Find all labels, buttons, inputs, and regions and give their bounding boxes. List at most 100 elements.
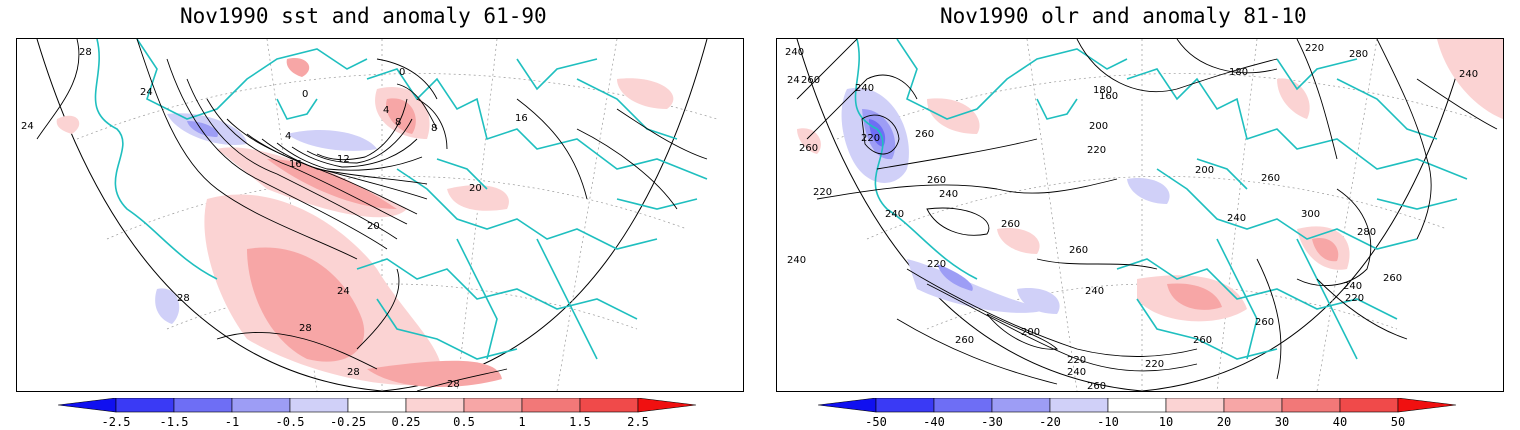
right-map-panel: 240 24 260 240 220 180 160 180 220 280 2… xyxy=(776,38,1504,392)
projection-boundary xyxy=(36,39,708,391)
left-map-panel: 28 24 24 0 0 4 8 4 8 16 12 20 20 24 28 2… xyxy=(16,38,744,392)
contour-label: 8 xyxy=(395,117,401,128)
contour-label: 16 xyxy=(289,159,302,170)
colorbar-box xyxy=(115,398,175,413)
colorbar-box xyxy=(1281,398,1341,413)
colorbar-label: -20 xyxy=(1039,415,1061,429)
contour-label: 180 xyxy=(1229,67,1248,78)
left-colorbar: -2.5 -1.5 -1 -0.5 -0.25 0.25 0.5 1 1.5 2… xyxy=(58,398,697,429)
colorbar-label: -30 xyxy=(981,415,1003,429)
right-contour-labels: 240 24 260 240 220 180 160 180 220 280 2… xyxy=(785,43,1478,391)
contour-label: 260 xyxy=(1383,273,1402,284)
contour-label: 260 xyxy=(1001,219,1020,230)
colorbar-box xyxy=(875,398,935,413)
colorbar-label: -50 xyxy=(865,415,887,429)
contour-label: 240 xyxy=(1067,367,1086,378)
contour-label: 260 xyxy=(801,75,820,86)
contour-label: 260 xyxy=(955,335,974,346)
contour-label: 240 xyxy=(939,189,958,200)
contour-label: 200 xyxy=(1021,327,1040,338)
colorbar-box xyxy=(579,398,639,413)
colorbar-label: 40 xyxy=(1333,415,1347,429)
coastlines xyxy=(94,39,708,360)
contour-label: 260 xyxy=(915,129,934,140)
contour-label: 16 xyxy=(515,113,528,124)
contour-label: 220 xyxy=(1145,359,1164,370)
contour-label: 240 xyxy=(787,255,806,266)
contour-label: 240 xyxy=(1343,281,1362,292)
left-colorbar-boxes xyxy=(58,398,697,413)
contours xyxy=(36,39,708,391)
colorbar-label: -2.5 xyxy=(102,415,131,429)
contour-label: 220 xyxy=(1087,145,1106,156)
contour-label: 12 xyxy=(337,154,350,165)
contour-label: 0 xyxy=(302,89,308,100)
contour-label: 240 xyxy=(785,47,804,58)
contour-label: 260 xyxy=(927,175,946,186)
colorbar-box xyxy=(1165,398,1225,413)
left-map-svg: 28 24 24 0 0 4 8 4 8 16 12 20 20 24 28 2… xyxy=(21,39,718,391)
contour-label: 280 xyxy=(1349,49,1368,60)
colorbar-label: 2.5 xyxy=(627,415,649,429)
contour-label: 28 xyxy=(177,293,190,304)
colorbar-label: 1 xyxy=(518,415,525,429)
contour-label: 220 xyxy=(813,187,832,198)
colorbar-label: 20 xyxy=(1217,415,1231,429)
colorbar-box xyxy=(1339,398,1399,413)
colorbar-label: 0.25 xyxy=(392,415,421,429)
contour-label: 28 xyxy=(299,323,312,334)
colorbar-arrow-high xyxy=(637,398,697,413)
colorbar-label: -0.5 xyxy=(276,415,305,429)
contour-label: 240 xyxy=(1227,213,1246,224)
contour-label: 20 xyxy=(469,183,482,194)
colorbar-box xyxy=(173,398,233,413)
contours xyxy=(796,39,1498,385)
colorbar-label: -1.5 xyxy=(160,415,189,429)
colorbar-label: 10 xyxy=(1159,415,1173,429)
colorbar-label: 0.5 xyxy=(453,415,475,429)
contour-label: 220 xyxy=(861,133,880,144)
contour-label: 24 xyxy=(787,75,800,86)
contour-label: 160 xyxy=(1099,91,1118,102)
contour-label: 260 xyxy=(1261,173,1280,184)
contour-label: 8 xyxy=(431,123,437,134)
colorbar-label: 30 xyxy=(1275,415,1289,429)
contour-label: 240 xyxy=(1085,286,1104,297)
contour-label: 0 xyxy=(399,67,405,78)
colorbar-box xyxy=(289,398,349,413)
colorbar-box xyxy=(1049,398,1109,413)
contour-label: 260 xyxy=(1255,317,1274,328)
left-colorbar-labels: -2.5 -1.5 -1 -0.5 -0.25 0.25 0.5 1 1.5 2… xyxy=(102,415,649,429)
contour-label: 4 xyxy=(383,105,389,116)
contour-label: 220 xyxy=(1067,355,1086,366)
right-colorbar-labels: -50 -40 -30 -20 -10 10 20 30 40 50 xyxy=(865,415,1405,429)
colorbar-box xyxy=(347,398,407,413)
colorbar-box xyxy=(463,398,523,413)
contour-label: 24 xyxy=(337,286,350,297)
colorbar-label: -0.25 xyxy=(330,415,366,429)
colorbar-box xyxy=(1223,398,1283,413)
colorbar-box xyxy=(933,398,993,413)
colorbar-arrow-high xyxy=(1397,398,1457,413)
anomaly-shading xyxy=(797,39,1503,322)
contour-label: 260 xyxy=(1069,245,1088,256)
left-map-title: Nov1990 sst and anomaly 61-90 xyxy=(180,4,547,28)
contour-label: 180 xyxy=(1093,85,1112,96)
colorbar-box xyxy=(521,398,581,413)
contour-label: 280 xyxy=(1357,227,1376,238)
contour-label: 240 xyxy=(885,209,904,220)
colorbar-label: 50 xyxy=(1391,415,1405,429)
contour-label: 20 xyxy=(367,221,380,232)
colorbar-arrow-low xyxy=(58,398,117,413)
contour-label: 200 xyxy=(1089,121,1108,132)
right-map-svg: 240 24 260 240 220 180 160 180 220 280 2… xyxy=(785,39,1503,391)
contour-label: 260 xyxy=(1087,381,1106,391)
projection-boundary xyxy=(796,39,1468,391)
contour-label: 260 xyxy=(799,143,818,154)
contour-label: 28 xyxy=(79,47,92,58)
contour-label: 220 xyxy=(1305,43,1324,54)
contour-label: 28 xyxy=(347,367,360,378)
contour-label: 260 xyxy=(1193,335,1212,346)
contour-label: 24 xyxy=(140,87,153,98)
contour-label: 200 xyxy=(1195,165,1214,176)
